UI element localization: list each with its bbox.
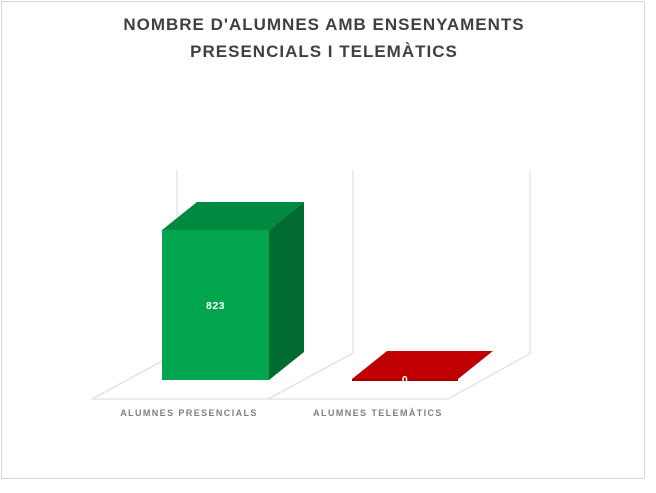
bar-telematics-top-face[interactable] [352, 351, 493, 379]
category-label-presencials: ALUMNES PRESENCIALS [120, 408, 258, 418]
bar-alumnes-telematics[interactable]: 0 [352, 351, 493, 386]
chart-frame[interactable] [1, 1, 645, 479]
bar-presencials-side-face[interactable] [269, 202, 304, 380]
floor-right-diagonal [447, 352, 532, 400]
bar-presencials-top-face[interactable] [162, 202, 304, 230]
bar-telematics-front-edge[interactable] [352, 379, 458, 381]
bar-alumnes-presencials[interactable]: 823 [162, 202, 304, 380]
floor-middle-diagonal [267, 352, 354, 400]
bar-presencials-data-label: 823 [206, 300, 225, 312]
category-label-telematics: ALUMNES TELEMÀTICS [313, 408, 443, 418]
bar-telematics-data-label: 0 [402, 374, 408, 386]
chart-title-line-2: PRESENCIALS I TELEMÀTICS [190, 42, 458, 61]
chart-title-line-1: NOMBRE D'ALUMNES AMB ENSENYAMENTS [123, 15, 524, 34]
bar-presencials-front-face[interactable] [162, 230, 269, 380]
